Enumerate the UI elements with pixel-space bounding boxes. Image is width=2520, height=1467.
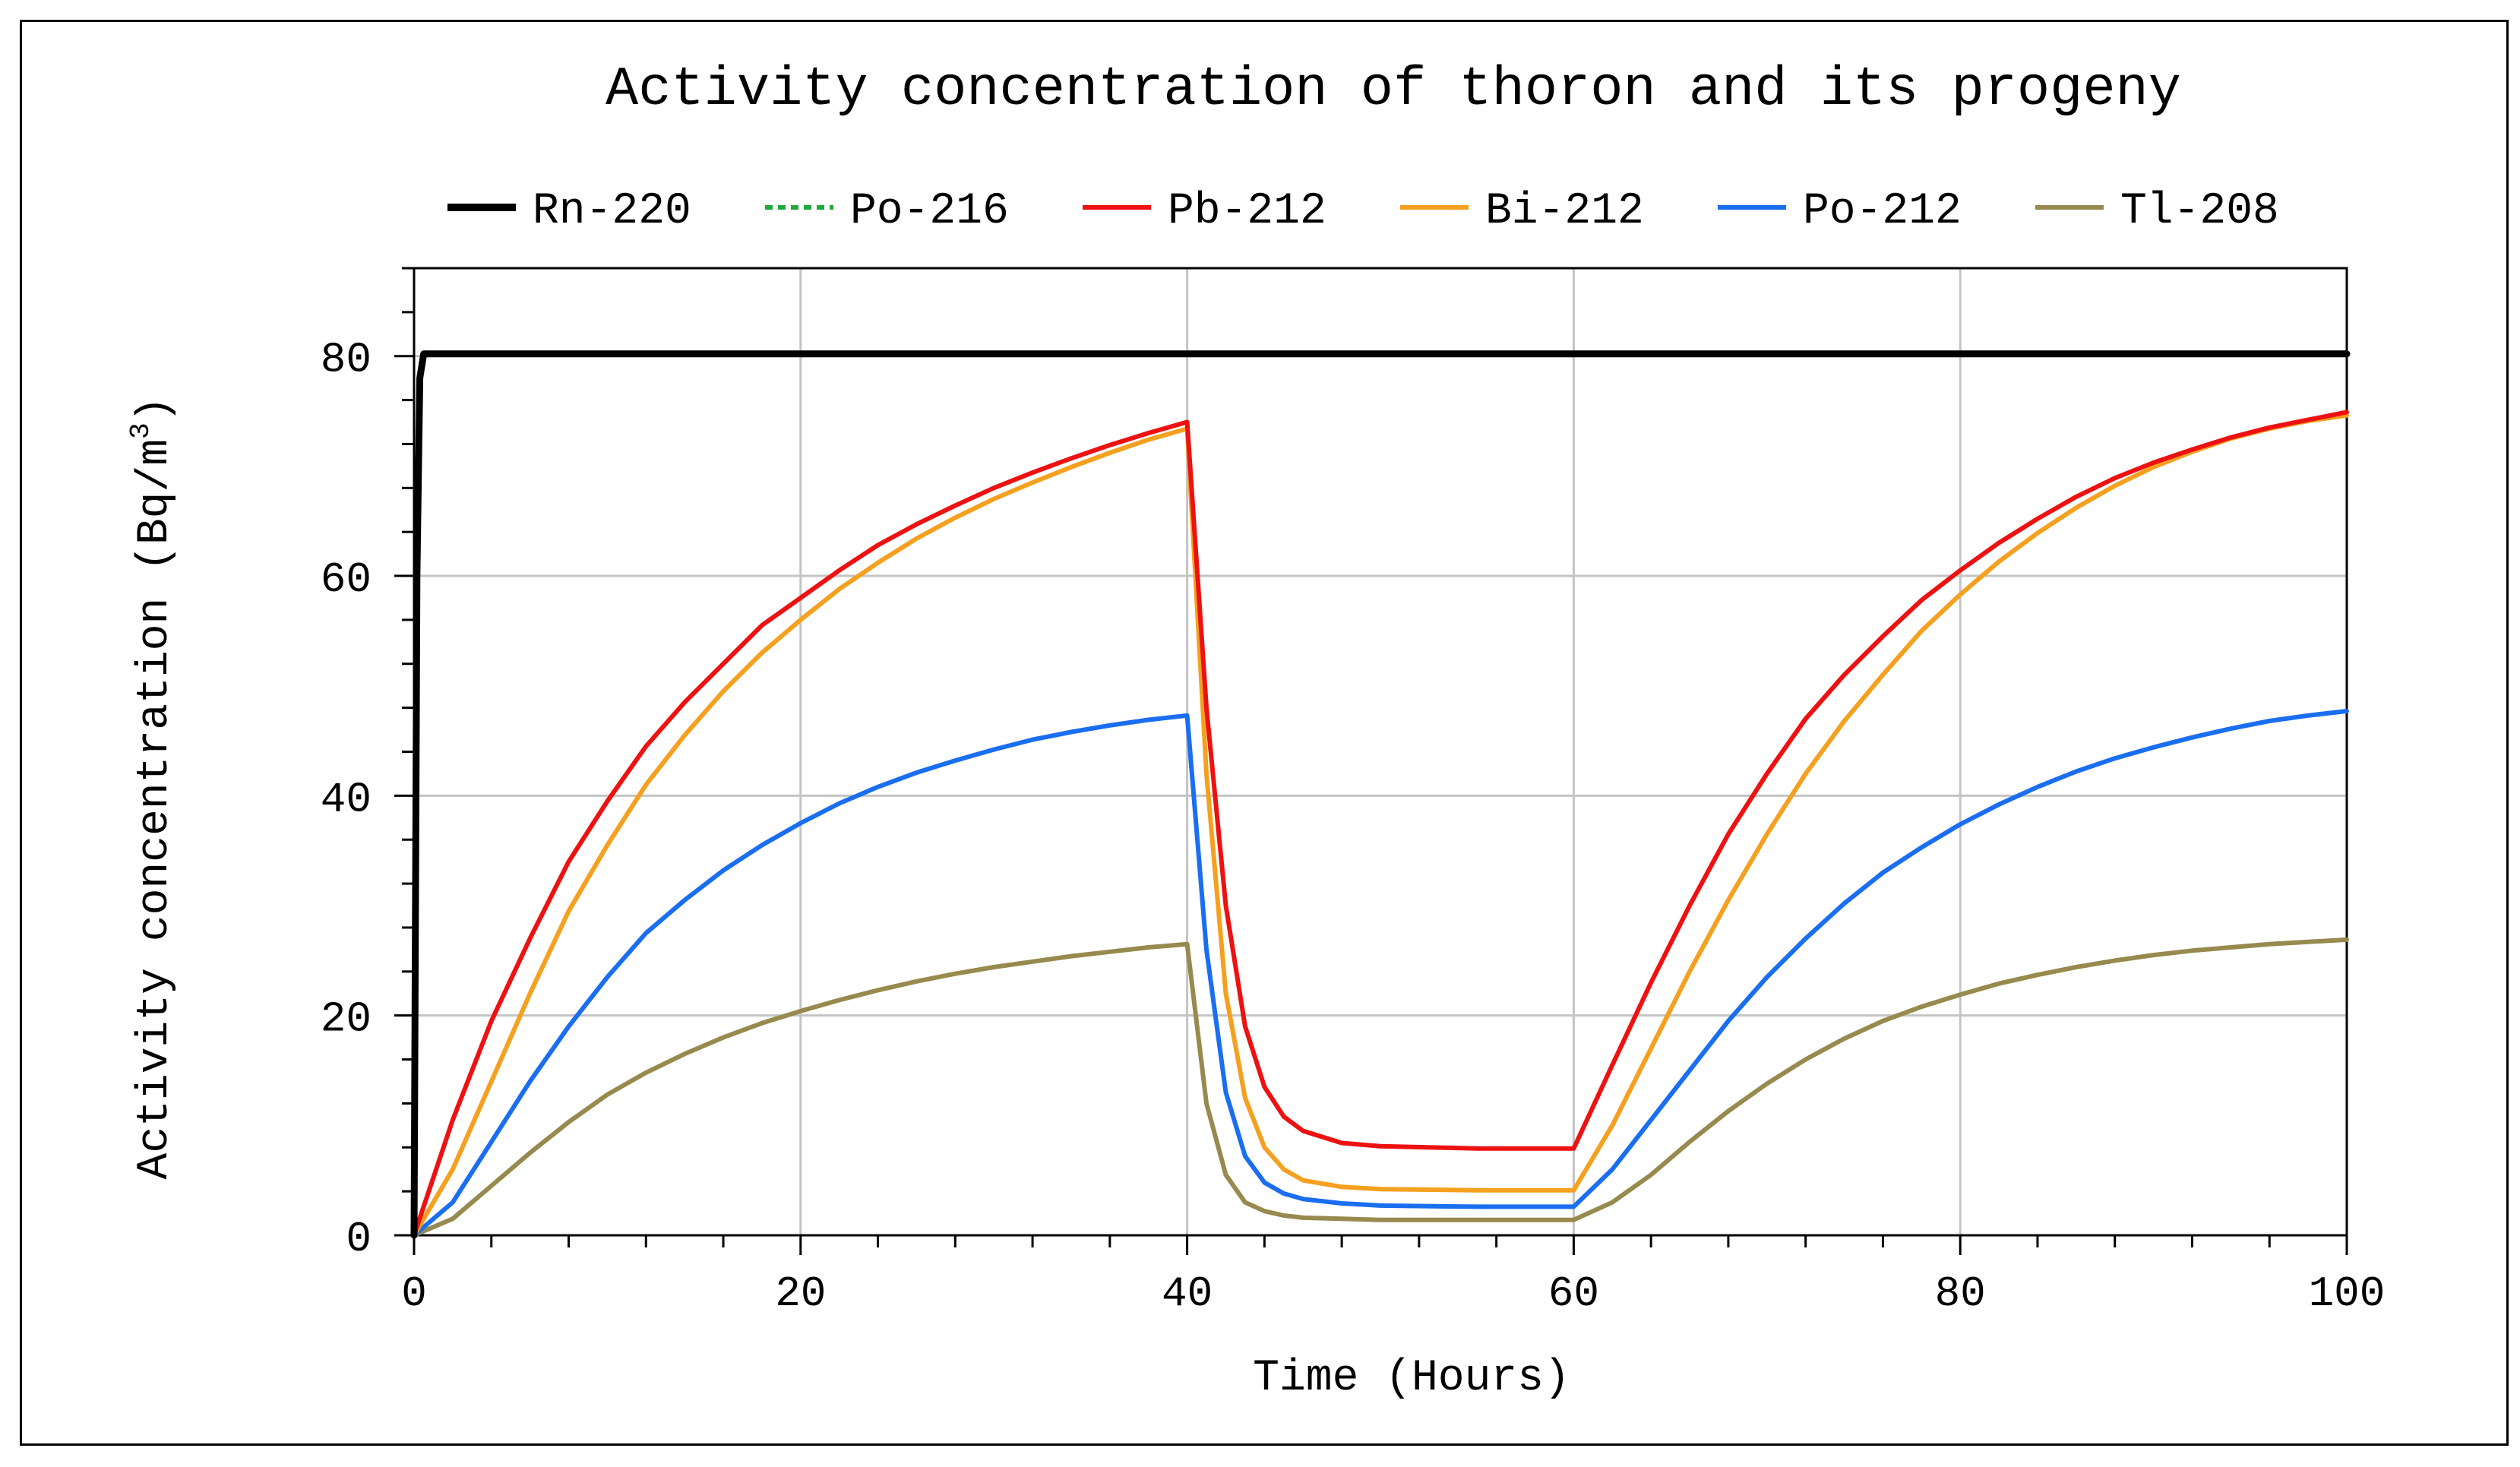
legend-label-rn-220: Rn-220 xyxy=(533,187,691,236)
plot-area xyxy=(413,267,2348,1237)
y-axis-label-superscript: 3 xyxy=(125,422,157,439)
chart-svg: Activity concentration of thoron and its… xyxy=(125,58,2386,1403)
x-tick-label: 80 xyxy=(1935,1269,1986,1318)
axis-ticks xyxy=(394,267,2348,1255)
x-tick-label: 0 xyxy=(401,1269,427,1318)
y-axis-label-end: ) xyxy=(131,397,180,423)
series-line-pb-212 xyxy=(412,409,2349,1238)
legend-label-pb-212: Pb-212 xyxy=(1168,187,1326,236)
legend: Rn-220 Po-216 Pb-212 Bi-212 Po-212 Tl-208 xyxy=(447,187,2279,236)
x-tick-label: 60 xyxy=(1548,1269,1599,1318)
series-line-bi-212 xyxy=(412,413,2349,1238)
x-tick-label: 40 xyxy=(1162,1269,1213,1318)
x-tick-label: 20 xyxy=(775,1269,826,1318)
y-axis-label: Activity concentration (Bq/m3) xyxy=(125,397,180,1180)
series-line-rn-220 xyxy=(410,350,2351,1239)
chart-frame: Activity concentration of thoron and its… xyxy=(20,20,2509,1446)
series-line-tl-208 xyxy=(412,937,2349,1238)
legend-label-bi-212: Bi-212 xyxy=(1485,187,1644,236)
y-tick-label: 20 xyxy=(321,995,372,1044)
series-lines xyxy=(410,350,2351,1239)
tick-labels: 0 20 40 60 80 100 0 20 40 60 80 xyxy=(321,336,2386,1318)
y-tick-label: 80 xyxy=(321,336,372,384)
x-tick-label: 100 xyxy=(2309,1269,2386,1318)
y-tick-label: 40 xyxy=(321,775,372,824)
x-axis-label: Time (Hours) xyxy=(1253,1354,1570,1403)
y-tick-label: 60 xyxy=(321,555,372,604)
legend-label-tl-208: Tl-208 xyxy=(2120,187,2279,236)
legend-label-po-212: Po-212 xyxy=(1803,187,1962,236)
chart-title: Activity concentration of thoron and its… xyxy=(605,58,2181,121)
gridlines xyxy=(414,268,2347,1235)
y-axis-label-main: Activity concentration (Bq/m xyxy=(131,439,180,1180)
legend-label-po-216: Po-216 xyxy=(850,187,1009,236)
series-line-po-212 xyxy=(412,709,2349,1238)
y-tick-label: 0 xyxy=(346,1215,372,1263)
